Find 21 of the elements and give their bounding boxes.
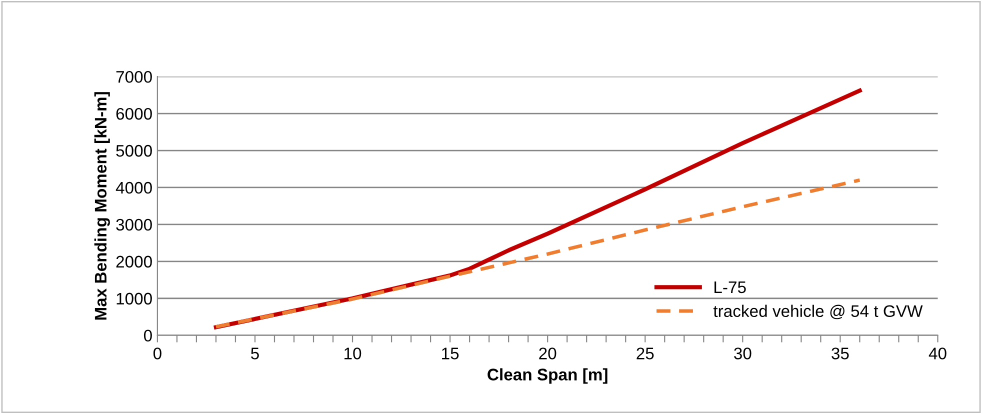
x-tick-label: 0 bbox=[153, 348, 162, 360]
y-tick-label: 0 bbox=[144, 330, 152, 342]
y-tick-label: 5000 bbox=[116, 144, 152, 157]
y-tick-label: 1000 bbox=[116, 292, 152, 305]
x-tick-label: 5 bbox=[251, 348, 259, 360]
x-tick-label: 20 bbox=[539, 348, 556, 360]
y-tick-label: 2000 bbox=[116, 256, 152, 268]
y-axis-title: Max Bending Moment [kN-m] bbox=[94, 92, 110, 320]
x-tick-label: 10 bbox=[344, 348, 362, 360]
legend-label: tracked vehicle @ 54 t GVW bbox=[713, 304, 923, 320]
y-tick-label: 6000 bbox=[116, 108, 152, 120]
x-tick-label: 35 bbox=[832, 348, 849, 360]
x-tick-label: 40 bbox=[928, 348, 946, 360]
y-tick-label: 4000 bbox=[116, 182, 152, 194]
x-tick-label: 25 bbox=[636, 348, 654, 360]
y-tick-label: 3000 bbox=[116, 218, 152, 231]
x-tick-label: 30 bbox=[734, 348, 752, 360]
x-tick-label: 15 bbox=[442, 348, 459, 360]
x-axis-title: Clean Span [m] bbox=[488, 368, 608, 384]
legend-label: L-75 bbox=[714, 282, 746, 294]
y-tick-label: 7000 bbox=[116, 70, 152, 83]
